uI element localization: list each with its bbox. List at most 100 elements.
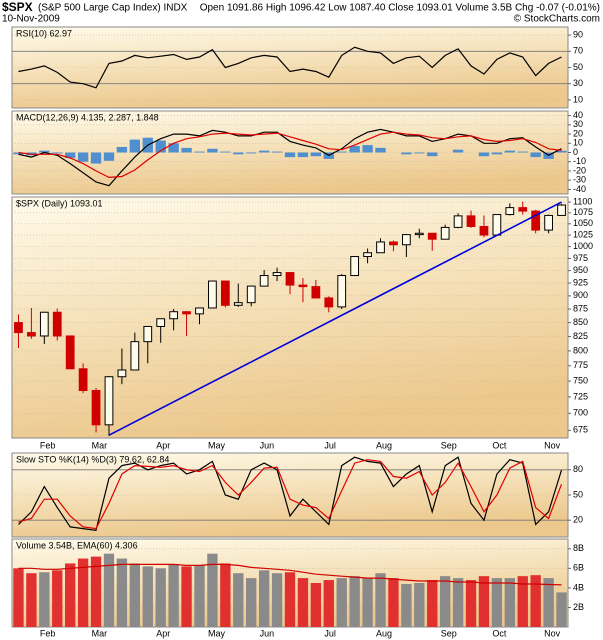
y-tick-label: 975: [573, 253, 588, 263]
histogram-bar: [401, 152, 412, 155]
y-tick-label: 675: [573, 425, 588, 435]
histogram-bar: [220, 151, 231, 153]
y-tick-label: 1000: [573, 241, 593, 251]
volume-bar: [297, 578, 309, 627]
x-tick-label: Sep: [441, 440, 457, 450]
candle-body: [27, 332, 36, 337]
quote: Open 1091.86 High 1096.42 Low 1087.40 Cl…: [200, 3, 600, 14]
volume-bar: [65, 563, 76, 627]
candle-body: [156, 318, 166, 327]
volume-bar: [465, 580, 477, 627]
panel-label: Volume 3.54B, EMA(60) 4.306: [16, 540, 138, 550]
candle-body: [324, 297, 334, 308]
y-tick-label: 800: [573, 345, 588, 355]
x-tick-label: Aug: [376, 440, 392, 450]
candle-body: [531, 210, 541, 231]
candle-body: [466, 215, 476, 227]
volume-bar: [13, 568, 24, 627]
volume-bar: [26, 573, 37, 627]
volume-bar: [90, 556, 102, 627]
histogram-bar: [530, 152, 541, 158]
histogram-bar: [284, 152, 296, 158]
panel-label: $SPX (Daily) 1093.01: [16, 198, 103, 208]
volume-bar: [491, 578, 503, 627]
y-tick-label: 700: [573, 408, 588, 418]
y-tick-label: 850: [573, 317, 588, 327]
volume-bar: [246, 578, 257, 627]
volume-bar: [427, 580, 438, 627]
histogram-bar: [310, 152, 322, 157]
volume-bar: [362, 578, 373, 627]
x-tick-label: Mar: [92, 440, 108, 450]
volume-bar: [271, 573, 283, 627]
candle-body: [169, 311, 179, 320]
histogram-bar: [233, 152, 244, 155]
panel-label: MACD(12,26,9) 4.135, 2.287, 1.848: [16, 112, 159, 122]
candle-body: [440, 226, 450, 240]
x-tick-label: Sep: [441, 628, 457, 638]
candle-body: [427, 232, 437, 240]
y-tick-label: 50: [573, 489, 583, 499]
y-tick-label: 875: [573, 303, 588, 313]
volume-bar: [207, 553, 218, 627]
y-tick-label: 10: [573, 138, 583, 148]
candle-body: [208, 280, 217, 309]
volume-bar: [168, 564, 179, 627]
histogram-bar: [349, 146, 360, 153]
candle-body: [389, 241, 398, 246]
histogram-bar: [556, 150, 567, 153]
credit: © StockCharts.com: [514, 14, 600, 25]
histogram-bar: [491, 152, 503, 155]
y-tick-label: 20: [573, 128, 583, 138]
histogram-bar: [39, 150, 50, 153]
y-tick-label: 20: [573, 515, 583, 525]
indicator-line: [18, 459, 563, 530]
y-tick-label: 40: [573, 110, 583, 120]
candle-body: [414, 232, 424, 236]
histogram-bar: [52, 152, 63, 154]
candle-body: [479, 225, 489, 236]
histogram-bar: [452, 149, 464, 153]
volume-bar: [556, 592, 567, 627]
candle-body: [557, 204, 566, 216]
candle-body: [52, 311, 62, 337]
candle-body: [492, 214, 502, 236]
y-tick-label: 30: [573, 119, 583, 129]
histogram-bar: [504, 150, 515, 153]
candle-body: [453, 215, 463, 228]
candle-body: [246, 285, 256, 304]
volume-bar: [129, 563, 141, 627]
histogram-bar: [336, 151, 347, 153]
candle-body: [78, 368, 88, 392]
candle-body: [350, 256, 360, 277]
candle-body: [337, 275, 347, 308]
ema-line: [18, 563, 562, 586]
candle-body: [233, 302, 243, 306]
histogram-bar: [427, 152, 438, 157]
y-tick-label: 1050: [573, 218, 593, 228]
y-tick-label: 2B: [573, 602, 584, 612]
x-tick-label: Jun: [260, 440, 275, 450]
candle-body: [311, 286, 321, 299]
volume-bar: [258, 570, 270, 627]
y-tick-label: 8B: [573, 543, 584, 553]
candle-body: [143, 325, 153, 343]
histogram-bar: [181, 147, 192, 153]
y-tick-label: 70: [573, 46, 583, 56]
x-tick-label: Oct: [492, 440, 507, 450]
volume-bar: [375, 573, 386, 627]
candle-body: [259, 275, 269, 287]
y-tick-label: 1075: [573, 207, 593, 217]
y-tick-label: 30: [573, 78, 583, 88]
histogram-bar: [478, 152, 490, 157]
y-tick-label: 90: [573, 29, 583, 39]
y-tick-label: 750: [573, 375, 588, 385]
histogram-bar: [103, 152, 115, 161]
candle-body: [130, 341, 140, 371]
x-tick-label: Mar: [92, 628, 108, 638]
histogram-bar: [194, 151, 205, 153]
x-tick-label: Nov: [544, 440, 561, 450]
volume-bar: [452, 578, 464, 627]
volume-bar: [103, 553, 115, 627]
histogram-bar: [258, 150, 270, 153]
